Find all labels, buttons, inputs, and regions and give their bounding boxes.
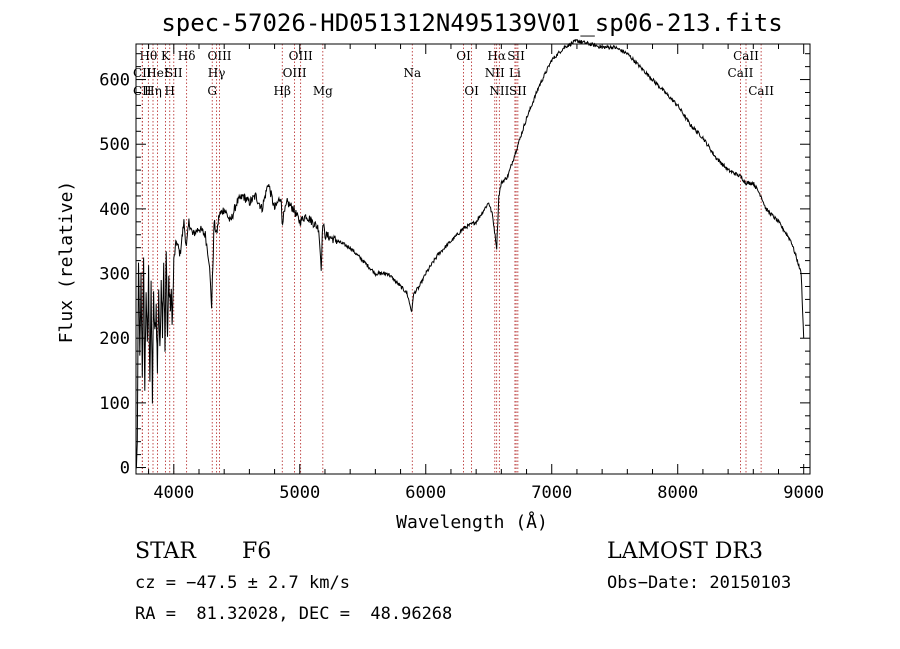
y-tick-label: 400 <box>99 200 130 220</box>
x-tick-label: 8000 <box>657 483 698 503</box>
y-tick-label: 0 <box>120 459 130 479</box>
observation-date: Obs−Date: 20150103 <box>607 573 792 593</box>
spectral-line-label: CaII <box>748 84 774 98</box>
spectral-line-label: HeI <box>146 66 169 80</box>
spectral-line-label: Hδ <box>178 49 196 63</box>
spectral-line-label: H <box>165 84 175 98</box>
y-tick-label: 100 <box>99 394 130 414</box>
spectral-line-label: Hα <box>487 49 506 63</box>
spectral-line-label: CaII <box>733 49 759 63</box>
spectral-line-label: Na <box>403 66 421 80</box>
x-tick-label: 7000 <box>531 483 572 503</box>
object-type: STAR <box>135 539 196 564</box>
redshift-cz: cz = −47.5 ± 2.7 km/s <box>135 573 350 593</box>
spectral-line-label: SII <box>507 49 525 63</box>
spectral-line-label: Hβ <box>274 84 291 98</box>
y-tick-label: 200 <box>99 329 130 349</box>
x-tick-label: 4000 <box>153 483 194 503</box>
x-tick-label: 6000 <box>405 483 446 503</box>
x-tick-label: 5000 <box>279 483 320 503</box>
y-tick-label: 600 <box>99 71 130 91</box>
spectral-line-label: K <box>161 49 171 63</box>
spectral-line-label: G <box>207 84 217 98</box>
spectral-line-label: OIII <box>283 66 307 80</box>
axis-ticks: 4000 5000 6000 7000 8000 9000 0 100 200 300 400 500… <box>99 44 824 503</box>
chart-title: spec-57026-HD051312N495139V01_sp06-213.f… <box>161 9 782 37</box>
survey-name: LAMOST DR3 <box>607 539 763 564</box>
spectral-line-label: Li <box>509 66 521 80</box>
y-tick-label: 300 <box>99 265 130 285</box>
spectral-line-label: NII <box>489 84 509 98</box>
spectral-line-label: OIII <box>207 49 231 63</box>
spectral-line-label: Mg <box>313 84 333 98</box>
x-axis-label: Wavelength (Å) <box>396 511 548 533</box>
spectral-line-label: OI <box>464 84 479 98</box>
spectral-line-label: CaII <box>728 66 754 80</box>
y-axis-label: Flux (relative) <box>56 181 77 344</box>
spectrum-chart: spec-57026-HD051312N495139V01_sp06-213.f… <box>56 9 824 533</box>
spectral-line-label: CII <box>133 84 152 98</box>
spectral-line-label: OI <box>456 49 471 63</box>
spectral-line-label: OIII <box>289 49 313 63</box>
y-tick-label: 500 <box>99 135 130 155</box>
spectral-line-label: Hη <box>144 84 162 98</box>
x-tick-label: 9000 <box>783 483 824 503</box>
spectral-line-label: NII <box>485 66 505 80</box>
spectral-line-label: SII <box>509 84 527 98</box>
plot-area <box>135 38 811 475</box>
subclass: F6 <box>242 539 272 564</box>
spectrum-flux-series <box>135 38 805 469</box>
spectral-line-label: SII <box>165 66 183 80</box>
plot-frame <box>135 43 811 475</box>
coordinates: RA = 81.32028, DEC = 48.96268 <box>135 604 453 624</box>
spectral-line-label: Hγ <box>208 66 226 80</box>
